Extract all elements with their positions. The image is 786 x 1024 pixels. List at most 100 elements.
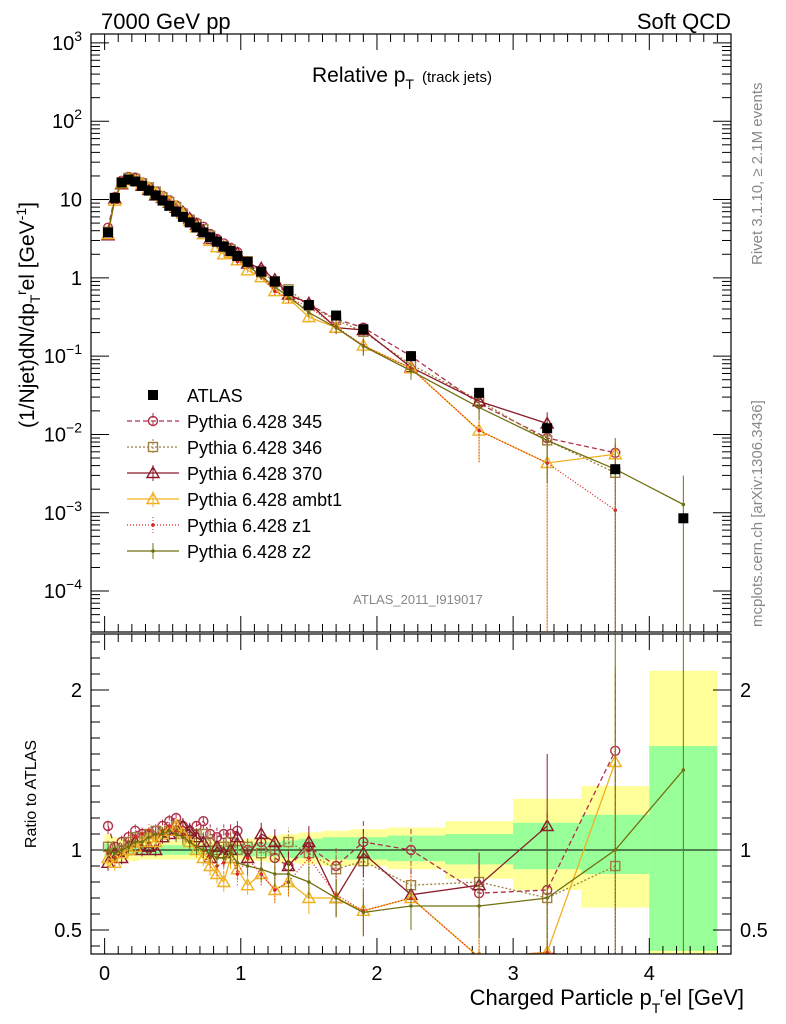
- ratio-y-tick-label-right: 2: [740, 680, 751, 702]
- ratio-data-layer: [100, 634, 686, 964]
- data-point: [474, 387, 485, 398]
- ratio-series-point: [148, 834, 163, 848]
- main-series-point: [267, 283, 283, 297]
- ratio-band-inner: [387, 835, 446, 862]
- data-point: [218, 241, 229, 252]
- main-series-point: [477, 405, 481, 410]
- legend-item: Pythia 6.428 345: [127, 412, 322, 432]
- data-point: [177, 211, 188, 222]
- ratio-series-point: [286, 872, 291, 876]
- legend-label: ATLAS: [187, 386, 243, 406]
- legend-item: Pythia 6.428 370: [127, 464, 322, 484]
- ratio-series-point: [148, 842, 163, 856]
- legend-marker: [145, 491, 161, 505]
- legend-marker: [147, 441, 159, 453]
- ratio-series-point: [201, 848, 206, 852]
- x-tick-label: 2: [371, 963, 382, 985]
- ratio-series-point: [221, 856, 226, 860]
- legend-item: Pythia 6.428 z2: [127, 542, 311, 562]
- ratio-series-point: [301, 890, 317, 904]
- mcplots-label: mcplots.cern.ch [arXiv:1306.3436]: [749, 400, 766, 627]
- data-point: [198, 227, 209, 238]
- data-point: [184, 217, 195, 228]
- data-point: [103, 227, 114, 238]
- x-tick-labels: 0 1 2 3 4: [99, 963, 655, 985]
- data-point: [123, 174, 134, 185]
- ratio-series-point: [254, 826, 269, 840]
- ratio-y-tick-labels: 0.5 0.5 1 1 2 2: [54, 680, 768, 942]
- data-point: [331, 310, 342, 321]
- data-point: [143, 185, 154, 196]
- ratio-series-point: [356, 845, 371, 859]
- ratio-series-point: [153, 832, 158, 836]
- ratio-series-point: [240, 877, 255, 891]
- data-point: [109, 192, 120, 203]
- ratio-series-point: [194, 845, 199, 849]
- ratio-series-point: [196, 850, 211, 864]
- data-point: [137, 180, 148, 191]
- y-axis-title: (1/Njet)dN/dpTrel [GeV-1]: [13, 202, 43, 428]
- ratio-series-point: [114, 845, 129, 859]
- data-point: [678, 513, 689, 524]
- ratio-series-point: [113, 851, 117, 855]
- main-data-layer: [100, 171, 689, 632]
- ratio-series-point: [259, 867, 264, 871]
- data-point: [130, 176, 141, 187]
- ratio-series-point: [215, 856, 219, 860]
- ratio-series-point: [119, 848, 124, 852]
- ratio-series-point: [202, 858, 218, 872]
- main-series-point: [409, 368, 413, 373]
- data-point: [610, 464, 621, 475]
- ratio-series-point: [477, 955, 481, 959]
- ratio-series-point: [613, 960, 617, 964]
- x-tick-label: 3: [508, 963, 519, 985]
- ratio-series-point: [181, 835, 185, 839]
- legend-marker: [151, 549, 155, 553]
- legend-label: Pythia 6.428 z2: [187, 542, 311, 562]
- y-tick-label: 10−1: [44, 341, 82, 368]
- ratio-series-point: [267, 882, 283, 896]
- data-point: [205, 232, 216, 243]
- main-series-point: [681, 502, 686, 507]
- ratio-series-point: [198, 816, 209, 827]
- ratio-series-point: [208, 851, 212, 855]
- ratio-series-point: [140, 840, 144, 844]
- ratio-series-point: [267, 834, 283, 848]
- legend-marker: [148, 390, 158, 400]
- ratio-series-point: [477, 904, 481, 908]
- ratio-series-point: [405, 844, 417, 856]
- data-point: [256, 266, 267, 277]
- data-point: [157, 195, 168, 206]
- legend-marker: [151, 523, 155, 527]
- legend-item: ATLAS: [148, 386, 243, 406]
- ratio-series-point: [162, 826, 177, 840]
- main-series-4: [100, 172, 623, 632]
- ratio-series-point: [361, 910, 366, 915]
- x-tick-label: 0: [99, 963, 110, 985]
- ratio-series-point: [107, 855, 123, 868]
- ratio-series-point: [283, 836, 294, 848]
- ratio-y-tick-label-right: 0.5: [740, 920, 768, 942]
- legend-item: Pythia 6.428 ambt1: [127, 490, 342, 510]
- main-series-point: [361, 344, 366, 348]
- data-point: [406, 351, 416, 362]
- ratio-series-line: [107, 750, 616, 894]
- rivet-label: Rivet 3.1.10, ≥ 2.1M events: [749, 83, 766, 266]
- data-point: [269, 276, 280, 287]
- ratio-series-point: [133, 840, 138, 844]
- ratio-series-point: [235, 861, 240, 865]
- data-point: [211, 236, 222, 247]
- y-tick-label: 10: [60, 190, 82, 212]
- ratio-plot-area: [90, 633, 732, 964]
- y-tick-label: 10−2: [44, 419, 82, 446]
- ratio-series-point: [307, 856, 311, 860]
- y-tick-label: 102: [52, 106, 82, 133]
- ratio-series-point: [256, 848, 267, 859]
- ratio-band-inner: [281, 840, 299, 858]
- ratio-series-point: [613, 848, 618, 852]
- chart-title-extra: (track jets): [422, 69, 492, 86]
- ratio-series-point: [160, 832, 165, 836]
- y-tick-label: 103: [52, 28, 82, 55]
